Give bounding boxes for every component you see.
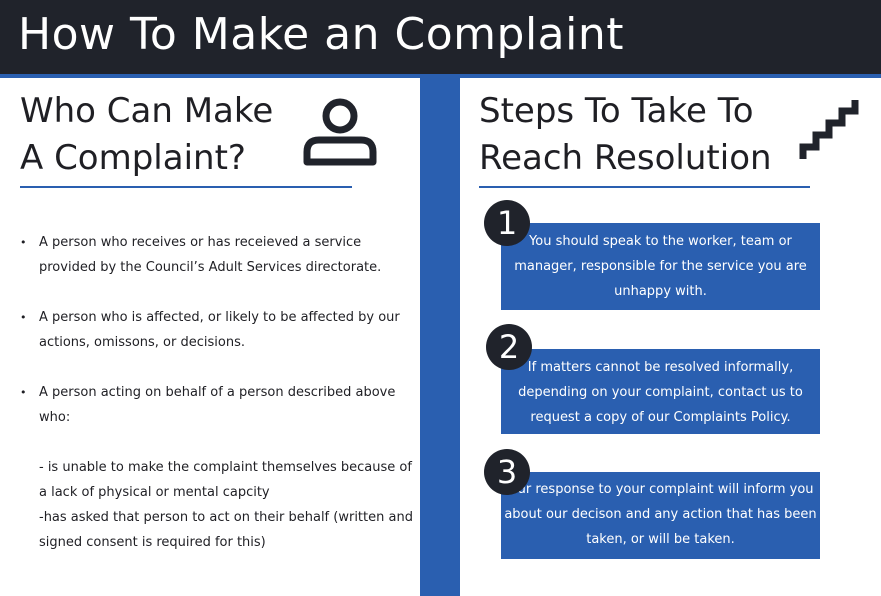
header-underline <box>0 74 881 78</box>
who-heading-line1: Who Can Make <box>20 91 274 131</box>
list-item: A person who is affected, or likely to b… <box>20 305 410 355</box>
stairs-icon <box>799 100 859 159</box>
who-heading-underline <box>20 186 352 188</box>
steps-heading: Steps To Take To Reach Resolution <box>479 88 772 182</box>
step-3-number: 3 <box>484 449 530 495</box>
list-item: A person who receives or has receieved a… <box>20 230 410 280</box>
steps-heading-underline <box>479 186 810 188</box>
steps-heading-line1: Steps To Take To <box>479 91 754 131</box>
person-icon <box>303 98 377 166</box>
sub-point: -has asked that person to act on their b… <box>39 510 413 550</box>
step-2-box: If matters cannot be resolved informally… <box>501 349 820 434</box>
who-heading: Who Can Make A Complaint? <box>20 88 273 182</box>
list-item: A person acting on behalf of a person de… <box>20 380 410 430</box>
column-divider <box>420 78 460 596</box>
page-title: How To Make an Complaint <box>18 9 624 60</box>
header-bar <box>0 0 881 74</box>
step-3-box: Our response to your complaint will info… <box>501 472 820 559</box>
who-heading-line2: A Complaint? <box>20 138 246 178</box>
step-1-box: You should speak to the worker, team or … <box>501 223 820 310</box>
step-1-number: 1 <box>484 200 530 246</box>
steps-heading-line2: Reach Resolution <box>479 138 772 178</box>
step-2-number: 2 <box>486 324 532 370</box>
sub-point: - is unable to make the complaint themse… <box>39 460 412 500</box>
